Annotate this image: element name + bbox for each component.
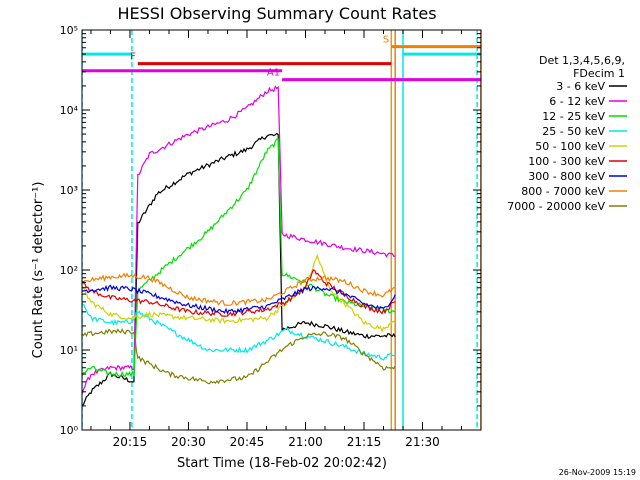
legend-label: 7000 - 20000 keV: [507, 200, 605, 213]
chart-title: HESSI Observing Summary Count Rates: [117, 4, 436, 23]
x-tick-label: 20:30: [171, 435, 206, 449]
annotation-label: A1: [267, 68, 280, 79]
legend-label: 6 - 12 keV: [549, 95, 605, 108]
plot-frame: [81, 29, 482, 431]
x-tick-label: 21:00: [288, 435, 323, 449]
plot-area: N F A0 A1 S: [67, 30, 481, 430]
series-line: [82, 328, 396, 385]
y-tick-label: 10³: [60, 184, 78, 197]
x-axis-label: Start Time (18-Feb-02 20:02:42): [177, 456, 387, 471]
legend-header: Det 1,3,4,5,6,9,: [539, 54, 625, 67]
series-line: [82, 132, 396, 406]
y-axis-label: Count Rate (s⁻¹ detector⁻¹): [31, 182, 46, 359]
y-tick-label: 10⁰: [60, 424, 79, 437]
annotation-label: S: [383, 35, 389, 46]
x-tick-label: 21:15: [347, 435, 382, 449]
x-tick-label: 20:15: [113, 435, 148, 449]
legend-label: 25 - 50 keV: [542, 125, 605, 138]
legend-label: 12 - 25 keV: [542, 110, 605, 123]
axes: 10⁰ 10¹ 10² 10³ 10⁴ 10⁵ 20:15 20:30 20:45 21:00 21…: [60, 24, 482, 449]
y-tick-label: 10²: [60, 264, 78, 277]
y-tick-label: 10⁵: [60, 24, 78, 37]
annotation-label: F: [130, 52, 136, 63]
footer-timestamp: 26-Nov-2009 15:19: [559, 468, 636, 477]
series-line: [82, 253, 396, 334]
legend-label: 50 - 100 keV: [535, 140, 605, 153]
legend-label: 300 - 800 keV: [528, 170, 605, 183]
series-line: [82, 272, 396, 307]
series-line: [82, 284, 396, 315]
x-tick-label: 21:30: [405, 435, 440, 449]
legend-label: 800 - 7000 keV: [521, 185, 605, 198]
annotation-label: N: [73, 42, 80, 53]
legend: Det 1,3,4,5,6,9,FDecim 13 - 6 keV 6 - 12 …: [507, 54, 627, 213]
x-tick-label: 20:45: [230, 435, 265, 449]
legend-header: FDecim 1: [573, 67, 625, 80]
legend-label: 3 - 6 keV: [556, 80, 605, 93]
legend-label: 100 - 300 keV: [528, 155, 605, 168]
y-tick-label: 10⁴: [60, 104, 79, 117]
annotation-label: A0: [67, 59, 80, 70]
y-tick-label: 10¹: [60, 344, 78, 357]
